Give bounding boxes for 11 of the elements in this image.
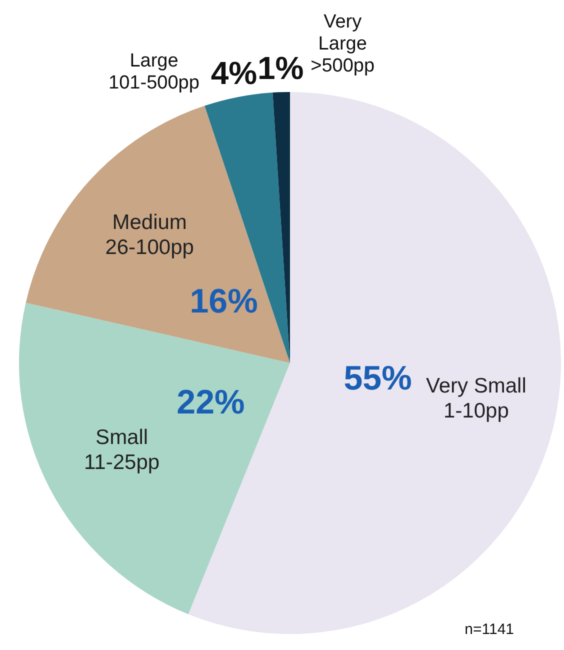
- data-label: 22%: [176, 384, 245, 422]
- data-label: 16%: [190, 282, 258, 320]
- slice-label: Medium 26-100pp: [105, 210, 194, 259]
- data-label: 55%: [344, 359, 412, 398]
- slice-label: Small 11-25pp: [84, 426, 160, 474]
- slice-label: Large 101-500pp: [108, 50, 200, 94]
- text: n=1141: [464, 621, 514, 638]
- data-label: 1%: [257, 50, 304, 86]
- data-label: 4%: [210, 55, 258, 92]
- slice-label: Very Small 1-10pp: [426, 374, 526, 423]
- slice-label: Very Large >500pp: [310, 11, 375, 76]
